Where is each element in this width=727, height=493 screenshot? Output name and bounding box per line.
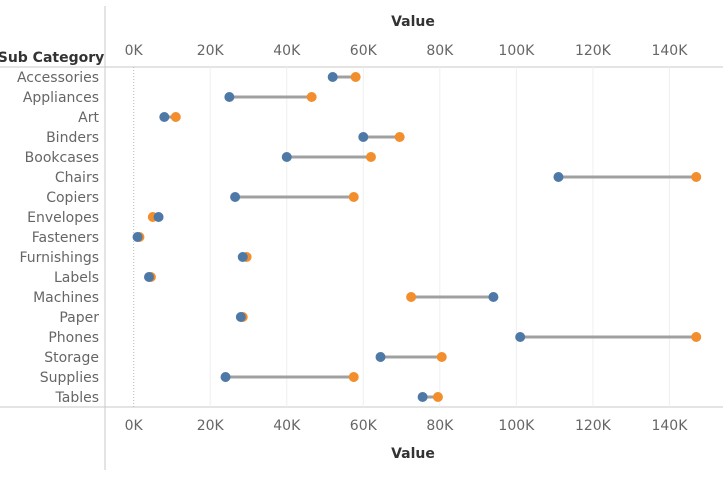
category-label: Chairs — [55, 170, 99, 186]
orange-point — [432, 392, 443, 402]
bottom-tick-label: 0K — [125, 418, 144, 434]
category-label: Machines — [33, 290, 99, 306]
connector-lines — [137, 75, 697, 399]
top-tick-label: 20K — [197, 43, 225, 59]
category-label: Appliances — [23, 90, 99, 106]
category-label: Binders — [46, 130, 99, 146]
bottom-tick-label: 80K — [426, 418, 454, 434]
blue-point — [235, 312, 246, 322]
category-label: Art — [78, 110, 99, 126]
orange-point — [306, 92, 317, 102]
blue-point — [358, 132, 369, 142]
blue-point — [553, 172, 564, 182]
category-label: Furnishings — [19, 250, 99, 266]
blue-point — [515, 332, 526, 342]
blue-point — [153, 212, 164, 222]
blue-point — [375, 352, 386, 362]
top-tick-label: 140K — [651, 43, 688, 59]
bottom-axis-ticks: 0K 20K 40K 60K 80K 100K 120K 140K — [125, 418, 689, 434]
top-tick-label: 60K — [350, 43, 378, 59]
category-label: Bookcases — [25, 150, 99, 166]
blue-point — [327, 72, 338, 82]
top-axis-title: Value — [391, 14, 435, 30]
orange-point — [394, 132, 405, 142]
bottom-tick-label: 140K — [651, 418, 688, 434]
top-axis-ticks: 0K 20K 40K 60K 80K 100K 120K 140K — [125, 43, 689, 59]
blue-point — [488, 292, 499, 302]
blue-point — [224, 92, 235, 102]
blue-point — [417, 392, 428, 402]
category-label: Copiers — [46, 190, 99, 206]
grid-lines — [133, 67, 670, 407]
orange-point — [691, 172, 702, 182]
orange-point — [348, 372, 359, 382]
orange-point — [436, 352, 447, 362]
top-tick-label: 80K — [426, 43, 454, 59]
top-tick-label: 40K — [273, 43, 301, 59]
data-points — [132, 72, 702, 402]
category-label: Supplies — [40, 370, 99, 386]
bottom-tick-label: 120K — [575, 418, 612, 434]
category-label: Envelopes — [27, 210, 99, 226]
orange-point — [691, 332, 702, 342]
bottom-tick-label: 100K — [498, 418, 535, 434]
bottom-tick-label: 20K — [197, 418, 225, 434]
top-tick-label: 0K — [125, 43, 144, 59]
orange-point — [350, 72, 361, 82]
orange-point — [348, 192, 359, 202]
category-labels: Accessories Appliances Art Binders Bookcases… — [17, 70, 100, 406]
orange-point — [170, 112, 181, 122]
chart-frame — [0, 6, 723, 470]
bottom-tick-label: 60K — [350, 418, 378, 434]
blue-point — [132, 232, 143, 242]
category-label: Labels — [54, 270, 99, 286]
blue-point — [237, 252, 248, 262]
category-label: Fasteners — [32, 230, 99, 246]
top-tick-label: 100K — [498, 43, 535, 59]
category-label: Storage — [44, 350, 99, 366]
blue-point — [230, 192, 241, 202]
bottom-axis-title: Value — [391, 446, 435, 462]
blue-point — [159, 112, 170, 122]
blue-point — [220, 372, 231, 382]
category-label: Tables — [55, 390, 100, 406]
category-label: Paper — [59, 310, 99, 326]
blue-point — [281, 152, 292, 162]
bottom-tick-label: 40K — [273, 418, 301, 434]
category-label: Accessories — [17, 70, 99, 86]
row-header-title: Sub Category — [0, 50, 104, 66]
blue-point — [144, 272, 155, 282]
orange-point — [406, 292, 417, 302]
top-tick-label: 120K — [575, 43, 612, 59]
category-label: Phones — [48, 330, 99, 346]
orange-point — [365, 152, 376, 162]
